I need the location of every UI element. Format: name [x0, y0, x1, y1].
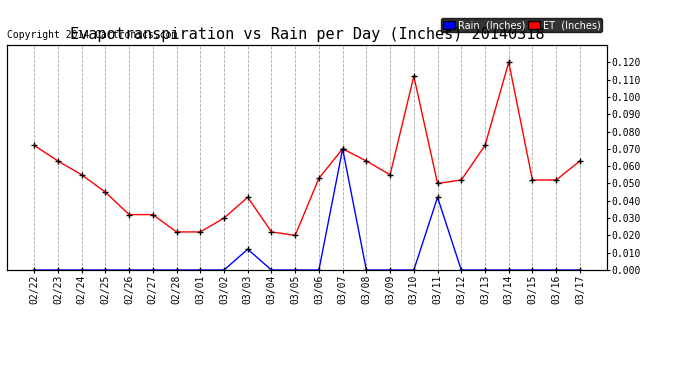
Title: Evapotranspiration vs Rain per Day (Inches) 20140318: Evapotranspiration vs Rain per Day (Inch… — [70, 27, 544, 42]
Legend: Rain  (Inches), ET  (Inches): Rain (Inches), ET (Inches) — [441, 18, 602, 32]
Text: Copyright 2014 Cartronics.com: Copyright 2014 Cartronics.com — [7, 30, 177, 40]
